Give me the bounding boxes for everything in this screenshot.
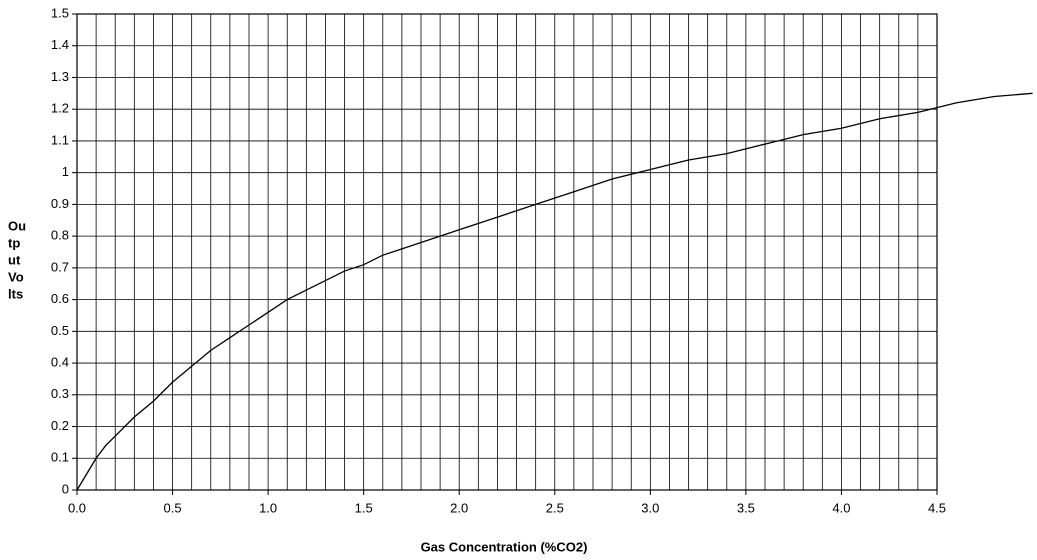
x-tick-label: 2.0: [450, 500, 468, 515]
y-tick-label: 1.2: [51, 101, 69, 116]
y-axis-title: lts: [8, 286, 23, 301]
y-tick-label: 0.6: [51, 291, 69, 306]
x-tick-label: 4.0: [832, 500, 850, 515]
x-axis-title: Gas Concentration (%CO2): [421, 539, 588, 554]
y-tick-label: 1.1: [51, 132, 69, 147]
x-tick-label: 0.0: [68, 500, 86, 515]
y-tick-label: 0.3: [51, 386, 69, 401]
y-tick-label: 1.5: [51, 5, 69, 20]
data-line: [76, 92, 1033, 491]
y-axis-title: ut: [8, 252, 21, 267]
y-tick-label: 1.3: [51, 69, 69, 84]
x-tick-label: 2.5: [546, 500, 564, 515]
y-axis-title: Vo: [8, 269, 24, 284]
x-tick-label: 1.5: [355, 500, 373, 515]
x-tick-label: 3.0: [641, 500, 659, 515]
y-tick-label: 0.9: [51, 196, 69, 211]
x-tick-label: 3.5: [737, 500, 755, 515]
x-tick-label: 0.5: [164, 500, 182, 515]
y-tick-label: 1: [62, 164, 69, 179]
y-tick-label: 0.8: [51, 228, 69, 243]
y-tick-label: 0.4: [51, 355, 69, 370]
y-tick-label: 0.1: [51, 450, 69, 465]
y-tick-label: 0.2: [51, 418, 69, 433]
y-axis-title: Ou: [8, 218, 26, 233]
y-tick-label: 1.4: [51, 37, 69, 52]
y-tick-label: 0.7: [51, 259, 69, 274]
y-tick-label: 0: [62, 481, 69, 496]
y-axis-title: tp: [8, 235, 20, 250]
plot-frame: [76, 13, 938, 491]
x-tick-label: 4.5: [928, 500, 946, 515]
y-tick-label: 0.5: [51, 323, 69, 338]
x-tick-label: 1.0: [259, 500, 277, 515]
